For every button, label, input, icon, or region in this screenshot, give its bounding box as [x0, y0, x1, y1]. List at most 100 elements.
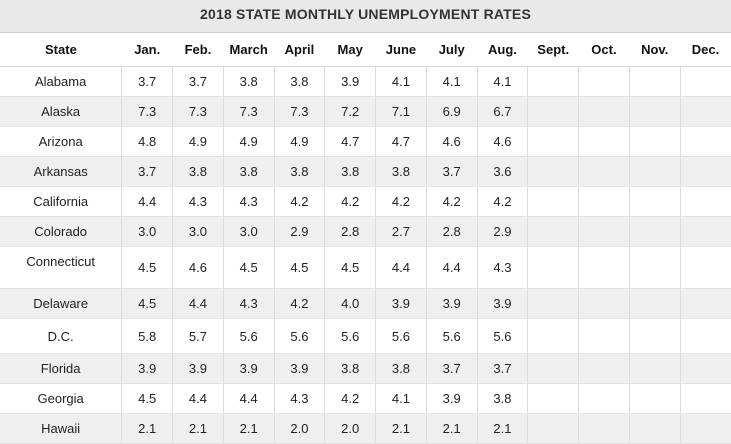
state-cell: Florida [0, 353, 123, 384]
rate-cell: 2.9 [477, 216, 529, 247]
rate-cell: 3.9 [426, 383, 478, 414]
state-cell: Alabama [0, 66, 123, 97]
rate-cell: 5.6 [375, 318, 427, 354]
rate-cell: 4.2 [324, 186, 377, 217]
table-row: Connecticut 4.5 4.6 4.5 4.5 4.5 4.4 4.4 4.3 [0, 246, 731, 289]
column-header: June [375, 33, 427, 67]
rate-cell [629, 66, 681, 97]
rate-cell: 4.7 [375, 126, 427, 157]
rate-cell: 2.1 [172, 413, 224, 444]
rate-cell [527, 96, 580, 127]
rate-cell: 4.0 [324, 288, 377, 319]
rate-cell: 4.5 [121, 288, 174, 319]
state-cell: Connecticut [0, 246, 123, 289]
rate-cell: 7.2 [324, 96, 377, 127]
rate-cell: 5.6 [274, 318, 326, 354]
state-cell: Hawaii [0, 413, 123, 444]
rate-cell: 3.0 [172, 216, 224, 247]
column-header: Aug. [477, 33, 528, 67]
rate-cell: 5.7 [172, 318, 224, 354]
rate-cell: 2.1 [121, 413, 174, 444]
rate-cell: 4.2 [274, 186, 326, 217]
rate-cell: 4.3 [172, 186, 224, 217]
table-row: Hawaii 2.1 2.1 2.1 2.0 2.0 2.1 2.1 2.1 [0, 413, 731, 444]
table-row: Arizona 4.8 4.9 4.9 4.9 4.7 4.7 4.6 4.6 [0, 126, 731, 157]
rate-cell: 4.9 [223, 126, 275, 157]
rate-cell: 4.5 [274, 246, 326, 289]
rate-cell [680, 288, 731, 319]
header-row: State Jan. Feb. March April May June July Aug. Se… [0, 33, 731, 67]
rate-cell [680, 216, 731, 247]
state-cell: Colorado [0, 216, 123, 247]
rate-cell [578, 126, 630, 157]
rate-cell: 7.3 [172, 96, 224, 127]
state-cell: Arkansas [0, 156, 123, 187]
rate-cell [578, 66, 630, 97]
table-row: California 4.4 4.3 4.3 4.2 4.2 4.2 4.2 4.2 [0, 186, 731, 217]
table-row: Alabama 3.7 3.7 3.8 3.8 3.9 4.1 4.1 4.1 [0, 66, 731, 97]
rate-cell [629, 156, 681, 187]
rate-cell: 2.0 [274, 413, 326, 444]
rate-cell: 3.8 [274, 66, 326, 97]
rate-cell: 7.1 [375, 96, 427, 127]
rate-cell: 2.8 [324, 216, 377, 247]
rate-cell: 2.8 [426, 216, 478, 247]
rate-cell: 7.3 [121, 96, 174, 127]
state-cell: California [0, 186, 123, 217]
rate-cell: 3.8 [477, 383, 529, 414]
rate-cell: 3.8 [172, 156, 224, 187]
rate-cell [527, 66, 580, 97]
rate-cell: 4.2 [477, 186, 529, 217]
rate-cell: 4.2 [324, 383, 377, 414]
rate-cell: 4.3 [274, 383, 326, 414]
rate-cell: 3.0 [121, 216, 174, 247]
rate-cell: 2.1 [375, 413, 427, 444]
rate-cell: 4.7 [324, 126, 377, 157]
rate-cell: 3.9 [274, 353, 326, 384]
column-header: Jan. [121, 33, 173, 67]
rate-cell [629, 288, 681, 319]
rate-cell [578, 383, 630, 414]
rate-cell: 3.6 [477, 156, 529, 187]
column-header: Oct. [578, 33, 630, 67]
rate-cell [629, 216, 681, 247]
rate-cell [578, 96, 630, 127]
table-row: Colorado 3.0 3.0 3.0 2.9 2.8 2.7 2.8 2.9 [0, 216, 731, 247]
rate-cell [680, 156, 731, 187]
state-cell: Alaska [0, 96, 123, 127]
rate-cell: 4.5 [324, 246, 377, 289]
rate-cell: 3.8 [223, 156, 275, 187]
rate-cell: 4.4 [172, 383, 224, 414]
rate-cell: 4.1 [477, 66, 529, 97]
rate-cell: 4.3 [223, 186, 275, 217]
column-header: Dec. [680, 33, 731, 67]
rate-cell: 4.6 [477, 126, 529, 157]
rate-cell [680, 96, 731, 127]
rate-cell [629, 383, 681, 414]
rate-cell: 3.8 [274, 156, 326, 187]
rate-cell: 5.6 [223, 318, 275, 354]
rate-cell: 4.4 [426, 246, 478, 289]
rate-cell: 4.1 [426, 66, 478, 97]
rate-cell [527, 156, 580, 187]
rate-cell [629, 96, 681, 127]
rate-cell: 2.1 [477, 413, 529, 444]
table-row: Alaska 7.3 7.3 7.3 7.3 7.2 7.1 6.9 6.7 [0, 96, 731, 127]
state-cell: Arizona [0, 126, 123, 157]
rate-cell [680, 66, 731, 97]
rate-cell [629, 353, 681, 384]
rate-cell: 4.8 [121, 126, 174, 157]
rate-cell: 4.4 [172, 288, 224, 319]
rate-cell [578, 413, 630, 444]
rate-cell: 3.9 [477, 288, 529, 319]
table-row: Arkansas 3.7 3.8 3.8 3.8 3.8 3.8 3.7 3.6 [0, 156, 731, 187]
rate-cell [629, 126, 681, 157]
rate-cell: 5.8 [121, 318, 174, 354]
rate-cell: 4.2 [426, 186, 478, 217]
rate-cell: 3.0 [223, 216, 275, 247]
rate-cell: 3.9 [324, 66, 377, 97]
column-header: March [223, 33, 275, 67]
rate-cell: 3.8 [324, 156, 377, 187]
rate-cell: 3.7 [172, 66, 224, 97]
rate-cell [629, 246, 681, 289]
